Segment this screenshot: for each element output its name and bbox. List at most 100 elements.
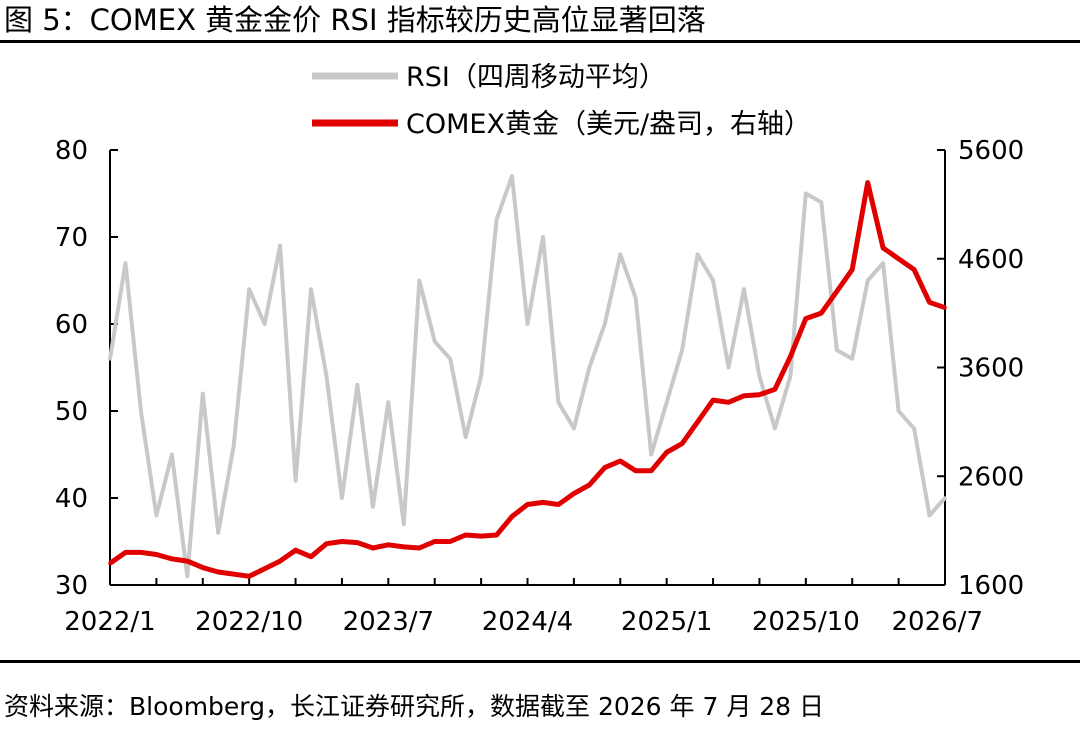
- gold-price-point: [371, 546, 375, 550]
- rsi-point: [371, 504, 375, 509]
- gold-price-point: [216, 570, 220, 574]
- right-y-tick-label: 1600: [958, 571, 1024, 601]
- gold-price-point: [494, 533, 499, 537]
- rsi-point: [726, 365, 731, 370]
- rsi-point: [881, 261, 885, 265]
- left-y-tick-label: 70: [55, 223, 88, 253]
- gold-price-point: [695, 420, 700, 424]
- gold-price-point: [649, 469, 653, 473]
- rsi-point: [185, 574, 190, 579]
- rsi-point: [139, 409, 143, 413]
- gold-price-series-line: [108, 180, 946, 579]
- gold-price-point: [402, 545, 406, 549]
- rsi-point: [896, 409, 901, 413]
- rsi-point: [587, 365, 592, 370]
- gold-price-point: [572, 491, 576, 496]
- figure-title: 图 5：COMEX 黄金金价 RSI 指标较历史高位显著回落: [4, 3, 706, 37]
- rsi-point: [927, 513, 932, 518]
- gold-price-point: [633, 469, 638, 473]
- rsi-point: [804, 191, 808, 196]
- gold-price-point: [541, 500, 545, 505]
- gold-price-point: [927, 300, 932, 305]
- gold-price-point: [432, 539, 437, 544]
- x-tick-label: 2025/1: [621, 607, 712, 637]
- rsi-point: [216, 531, 220, 535]
- gold-price-point: [479, 534, 483, 538]
- gold-price-point: [108, 561, 112, 566]
- rsi-point: [201, 391, 205, 396]
- rsi-point: [108, 357, 112, 361]
- rsi-point: [572, 426, 576, 431]
- gold-price-point: [309, 554, 313, 559]
- gold-price-point: [711, 398, 715, 402]
- legend-label-gold: COMEX黄金（美元/盎司，右轴）: [406, 109, 811, 140]
- rsi-point: [541, 235, 545, 239]
- rsi-point: [432, 339, 437, 344]
- rsi-point: [340, 496, 344, 500]
- gold-price-point: [154, 552, 159, 557]
- rsi-point: [711, 278, 715, 283]
- rsi-point: [479, 374, 483, 379]
- rsi-point: [865, 278, 870, 283]
- rsi-point: [262, 322, 267, 326]
- rsi-point: [819, 200, 824, 204]
- rsi-point: [757, 374, 762, 379]
- rsi-point: [633, 296, 638, 300]
- rsi-point: [417, 278, 422, 283]
- rsi-point: [355, 383, 360, 387]
- gold-price-point: [773, 387, 777, 392]
- gold-price-point: [865, 180, 870, 185]
- x-tick-label: 2022/1: [64, 607, 155, 637]
- right-y-tick-label: 3600: [958, 354, 1024, 384]
- right-y-tick-label: 5600: [958, 136, 1024, 166]
- rsi-point: [943, 496, 947, 500]
- gold-price-point: [896, 257, 901, 261]
- right-y-tick-label: 4600: [958, 245, 1024, 275]
- plot-area: [108, 174, 947, 579]
- left-y-tick-label: 40: [55, 484, 88, 514]
- gold-price-point: [247, 574, 251, 579]
- gold-price-point: [417, 546, 422, 550]
- rsi-point: [324, 374, 329, 379]
- bottom-rule: [0, 660, 1080, 663]
- gold-price-point: [804, 316, 808, 321]
- gold-price-point: [262, 566, 267, 571]
- gold-price-point: [726, 400, 731, 405]
- rsi-point: [510, 174, 514, 178]
- rsi-point: [525, 322, 530, 326]
- left-y-tick-label: 60: [55, 310, 88, 340]
- gold-price-point: [680, 441, 684, 446]
- x-tick-label: 2025/10: [752, 607, 860, 637]
- rsi-series-line: [108, 174, 947, 579]
- axes: 30 40 50 60 70 80 1600 2600 3600 4600 5600 2022/1 20…: [55, 136, 1024, 637]
- gold-price-point: [340, 539, 344, 544]
- gold-price-point: [664, 450, 669, 455]
- gold-price-point: [185, 559, 190, 563]
- x-tick-label: 2024/4: [482, 607, 573, 637]
- gold-price-point: [123, 550, 128, 555]
- rsi-point: [912, 426, 916, 431]
- rsi-point: [154, 513, 159, 518]
- gold-price-point: [742, 394, 746, 398]
- gold-price-point: [463, 533, 468, 537]
- rsi-point: [835, 348, 839, 352]
- gold-price-point: [881, 246, 885, 250]
- gold-price-point: [201, 565, 205, 570]
- rsi-point: [309, 287, 313, 292]
- gold-price-point: [757, 392, 762, 397]
- gold-price-point: [556, 502, 561, 507]
- gold-price-point: [912, 267, 916, 272]
- x-tick-label: 2023/7: [343, 607, 434, 637]
- gold-price-point: [386, 543, 391, 547]
- rsi-point: [664, 400, 669, 405]
- left-y-tick-label: 80: [55, 136, 88, 166]
- gold-price-point: [819, 311, 824, 315]
- gold-price-point: [293, 548, 298, 552]
- gold-price-point: [278, 559, 282, 563]
- gold-price-point: [510, 514, 514, 519]
- legend: RSI（四周移动平均） COMEX黄金（美元/盎司，右轴）: [312, 62, 811, 140]
- gold-price-point: [603, 465, 607, 470]
- gold-price-point: [788, 354, 793, 359]
- rsi-point: [463, 435, 468, 439]
